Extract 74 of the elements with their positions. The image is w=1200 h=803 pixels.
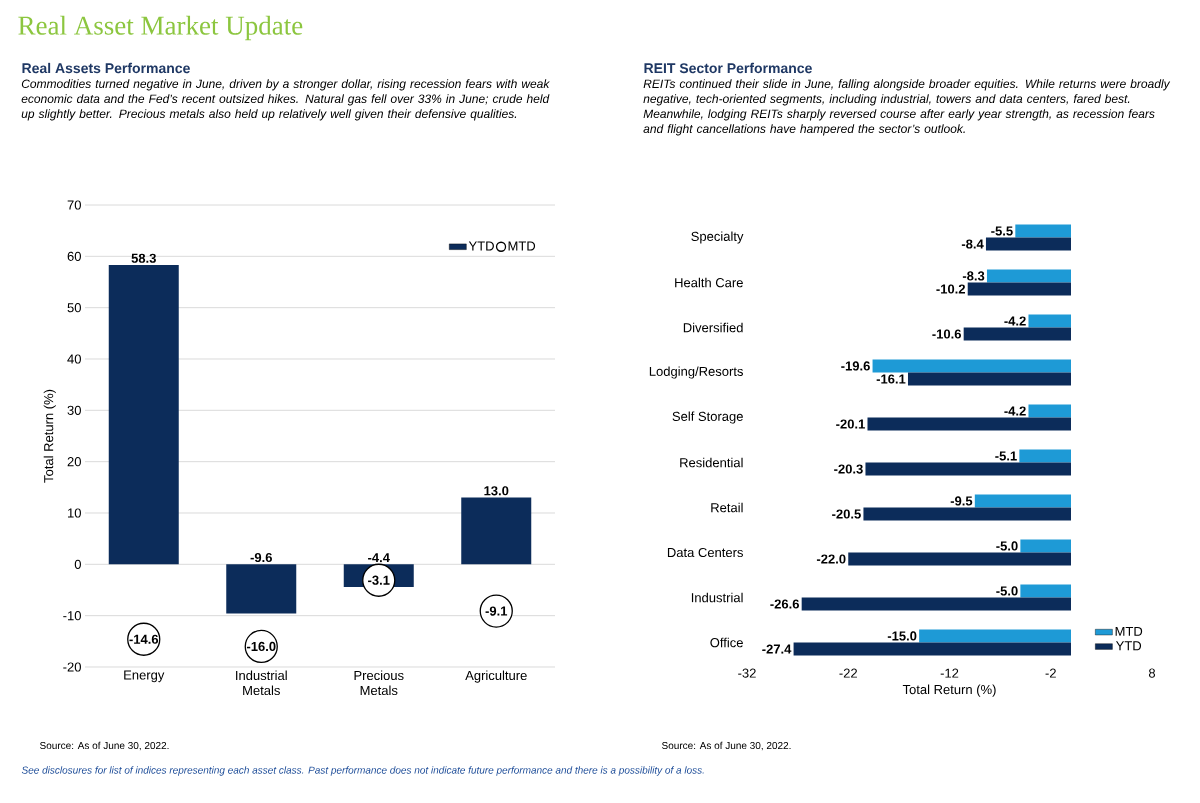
y-tick-label: 0 <box>74 559 81 569</box>
data-label: -10.6 <box>932 329 961 339</box>
x-tick-label: -2 <box>1045 668 1056 678</box>
x-tick-label: Energy <box>124 670 165 683</box>
x-tick-label: -32 <box>738 668 756 678</box>
y-tick-label: 20 <box>67 457 81 467</box>
bar <box>226 564 297 614</box>
y-tick-label: 50 <box>67 303 81 313</box>
data-label: -16.0 <box>246 641 276 652</box>
data-label: -27.4 <box>762 644 792 654</box>
data-label: -10.2 <box>936 284 966 294</box>
y-tick-label: -10 <box>63 611 81 621</box>
data-label: -20.3 <box>834 464 863 474</box>
data-label: -4.4 <box>368 553 390 563</box>
x-tick-label: 8 <box>1148 668 1156 678</box>
y-tick-label: Retail <box>711 502 743 513</box>
legend-label: MTD <box>1115 626 1143 636</box>
y-tick-label: Residential <box>680 457 743 468</box>
legend-label: MTD <box>508 241 536 251</box>
data-label: -4.2 <box>1004 406 1026 416</box>
data-label: -9.1 <box>485 606 508 616</box>
data-label: -19.6 <box>841 361 870 371</box>
data-label: -4.2 <box>1004 316 1026 326</box>
y-tick-label: -20 <box>63 662 81 672</box>
data-label: -22.0 <box>816 554 846 564</box>
source-note: Source: As of June 30, 2022. <box>40 741 169 751</box>
source-note: Source: As of June 30, 2022. <box>661 741 791 751</box>
data-label: -15.0 <box>887 631 917 641</box>
data-label: -26.6 <box>770 599 800 609</box>
y-tick-label: 70 <box>67 200 81 210</box>
chart-subtitle: Commodities turned negative in June, driven by a stronger dollar, rising recession fears with weak economic data and the Fed’s recent outsized hikes. Natural gas fell over 33% in June; crude held up slightly better. Precious metals also held up relatively well given their defensive qualities. <box>21 79 550 121</box>
data-label: -8.4 <box>961 239 984 249</box>
legend-label: YTD <box>1115 641 1142 651</box>
y-tick-label: Diversified <box>683 322 743 333</box>
data-label: -8.3 <box>962 271 985 281</box>
data-label: -20.1 <box>836 419 865 429</box>
data-label: 13.0 <box>484 486 509 496</box>
chart-title: Real Assets Performance <box>22 62 190 74</box>
y-tick-label: 10 <box>68 508 81 518</box>
x-tick-label: Industrial Metals <box>236 670 287 696</box>
y-tick-label: Office <box>710 637 743 648</box>
data-label: -9.5 <box>950 496 973 506</box>
y-tick-label: Industrial <box>691 592 743 603</box>
data-label: -16.1 <box>876 374 906 384</box>
data-label: -5.5 <box>991 226 1013 236</box>
text: See disclosures for list of indices representing each asset class. Past performance does not indicate future performance and there is a possibility of a loss. <box>21 766 704 776</box>
data-label: -5.1 <box>995 451 1017 461</box>
legend-label: YTD <box>468 241 494 251</box>
bar <box>108 265 179 565</box>
chart-title: REIT Sector Performance <box>644 62 812 74</box>
x-tick-label: Precious Metals <box>354 670 404 696</box>
data-label: 58.3 <box>131 253 156 263</box>
y-tick-label: Health Care <box>675 277 743 288</box>
data-label: -5.0 <box>996 586 1018 596</box>
data-label: -3.1 <box>368 575 390 585</box>
y-tick-label: 40 <box>67 354 81 364</box>
data-label: -14.6 <box>129 634 159 644</box>
chart-subtitle: REITs continued their slide in June, falling alongside broader equities. While returns were broadly negative, tech-oriented segments, including industrial, towers and data centers, fared best. Meanwhile, lodging REITs sharply reversed course after early year strength, as recession fears and flight cancellations have hampered the sector’s outlook. <box>643 79 1171 136</box>
y-axis-title: Total Return (%) <box>43 389 56 483</box>
bar <box>461 497 532 565</box>
x-axis-title: Total Return (%) <box>902 684 996 697</box>
text: Real Asset Market Update <box>18 15 303 41</box>
x-tick-label: -22 <box>839 668 857 678</box>
y-tick-label: Data Centers <box>667 547 743 558</box>
y-tick-label: Self Storage <box>672 411 743 424</box>
y-tick-label: Specialty <box>691 231 744 244</box>
data-label: -5.0 <box>996 541 1018 551</box>
data-label: -20.5 <box>832 509 861 519</box>
y-tick-label: Lodging/Resorts <box>649 366 743 379</box>
x-tick-label: Agriculture <box>465 670 527 683</box>
x-tick-label: -12 <box>940 668 959 678</box>
y-tick-label: 30 <box>67 405 81 415</box>
data-label: -9.6 <box>250 552 272 563</box>
y-tick-label: 60 <box>67 251 81 261</box>
